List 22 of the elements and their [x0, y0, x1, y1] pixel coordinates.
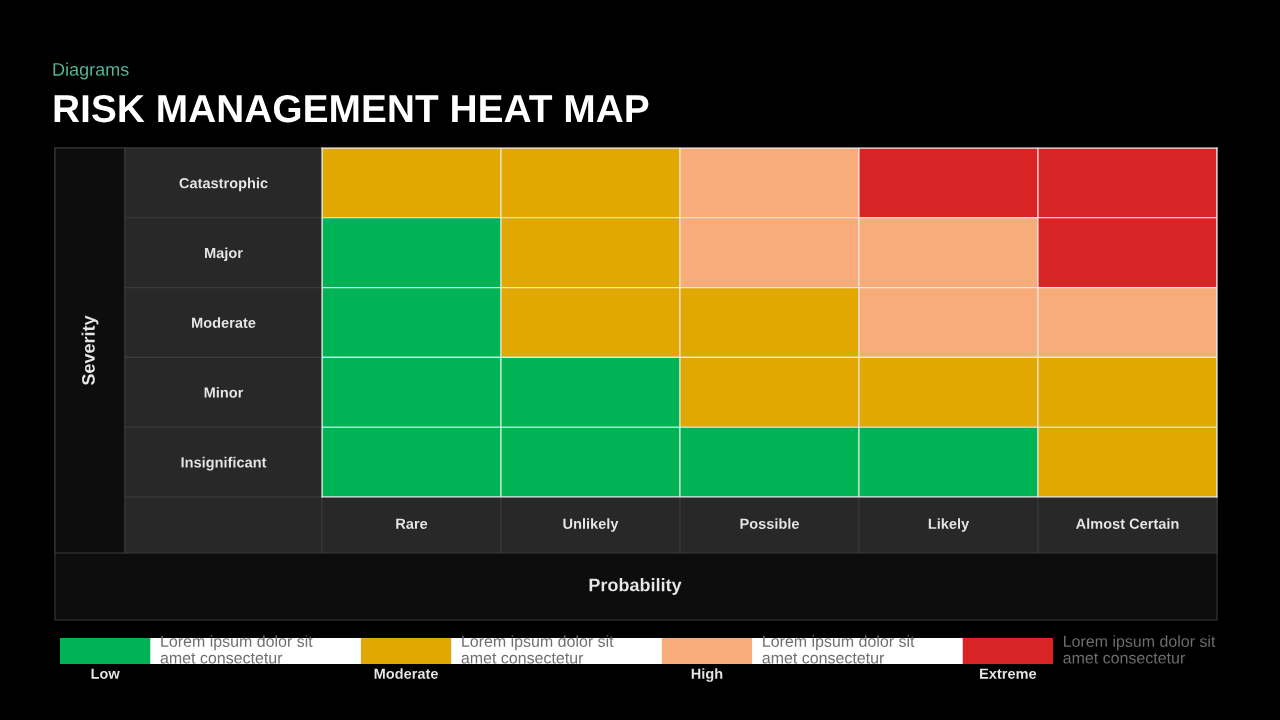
x-tick-label: Almost Certain	[1076, 518, 1179, 529]
y-tick-label: Catastrophic	[179, 177, 268, 192]
y-tick-label: Major	[205, 247, 243, 262]
x-tick-label: Rare	[396, 518, 428, 529]
color-bar-label: High	[691, 668, 723, 682]
chart-title: RISK MANAGEMENT HEAT MAP	[54, 94, 649, 123]
x-axis-title: Probability	[589, 578, 682, 595]
y-tick-label: Minor	[204, 387, 244, 398]
x-tick-label: Unlikely	[563, 518, 619, 532]
y-tick-label: Insignificant	[181, 456, 267, 471]
color-bar-label: Extreme	[980, 668, 1037, 679]
color-bar-label: Low	[91, 668, 120, 679]
x-tick-label: Possible	[740, 518, 799, 529]
y-tick-label: Moderate	[192, 317, 256, 328]
text: Lorem ipsum dolor sit amet consectetur	[160, 635, 313, 664]
x-tick-label: Likely	[928, 518, 970, 532]
color-bar-label: Moderate	[374, 668, 438, 679]
y-axis-title: Severity	[81, 315, 99, 386]
text: Lorem ipsum dolor sit amet consectetur	[762, 635, 915, 664]
text: Lorem ipsum dolor sit amet consectetur	[1063, 635, 1216, 664]
text: Diagrams	[53, 62, 129, 80]
text: Lorem ipsum dolor sit amet consectetur	[461, 635, 614, 664]
